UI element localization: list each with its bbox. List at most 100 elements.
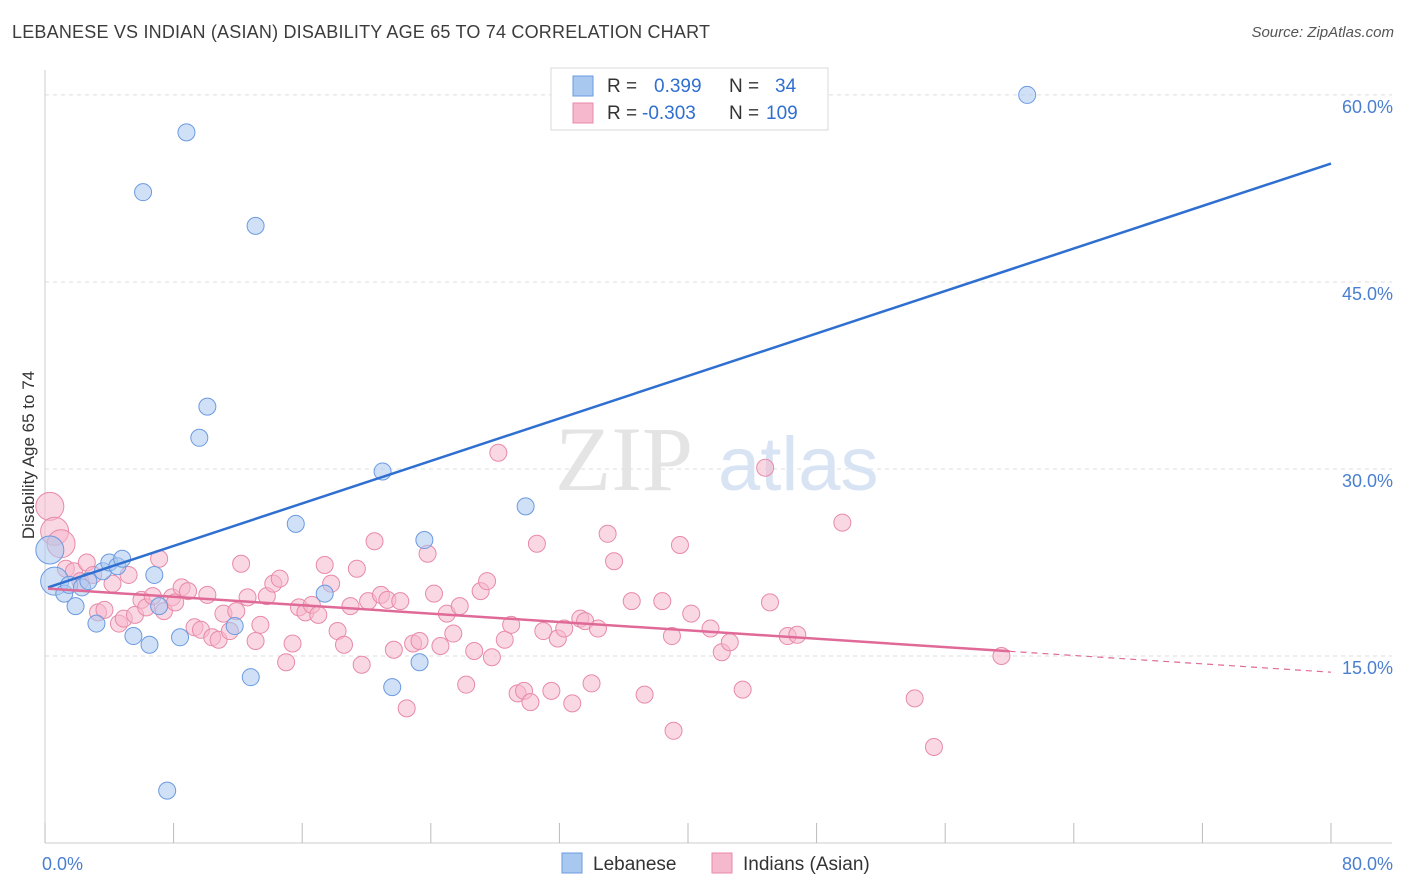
lebanese-point-19 [177,123,196,142]
legend-n-label-0: N = [729,76,759,97]
indian-point-48 [334,635,353,654]
indian-point-87 [588,619,607,638]
lebanese-point-12 [124,627,143,646]
svg-text:-0.303: -0.303 [642,103,696,124]
indian-point-57 [391,592,410,611]
legend-r-value-0: 0.399 [654,76,702,97]
lebanese-point-20 [190,428,209,447]
indian-point-44 [309,605,328,624]
indian-point-72 [489,443,508,462]
lebanese-point-22 [225,617,244,636]
indian-point-73 [495,630,514,649]
lebanese-point-0 [35,535,65,565]
legend-n-label-1: N = [729,103,759,124]
svg-text:R =: R = [607,76,637,97]
series-legend: Lebanese Indians (Asian) [561,852,870,875]
indian-point-58 [397,699,416,718]
x-tick-label-1: 80.0% [1342,854,1393,874]
indian-point-33 [238,588,257,607]
axes [44,70,1392,844]
watermark-zip: ZIP [555,408,693,510]
y-axis-label: Disability Age 65 to 74 [19,371,38,539]
indian-point-56 [384,640,403,659]
indian-point-96 [701,619,720,638]
indian-point-70 [478,572,497,591]
indian-point-38 [270,569,289,588]
svg-text:0.399: 0.399 [654,76,702,97]
svg-text:109: 109 [766,103,798,124]
lebanese-point-26 [315,584,334,603]
trend-lebanese [47,162,1332,589]
indian-point-45 [315,555,334,574]
indian-point-91 [635,685,654,704]
indian-point-105 [924,737,943,756]
lebanese-point-11 [113,549,132,568]
lebanese-point-17 [158,781,177,800]
svg-text:R =: R = [607,103,637,124]
indian-point-103 [833,513,852,532]
indian-point-49 [341,597,360,616]
indian-point-86 [582,674,601,693]
lebanese-point-14 [140,635,159,654]
indian-point-62 [425,584,444,603]
indian-point-102 [788,625,807,644]
y-tick-label-1: 30.0% [1342,471,1393,491]
indian-point-78 [527,534,546,553]
bottom-swatch-lebanese [561,852,583,874]
indian-point-51 [352,655,371,674]
indian-point-0 [35,491,65,521]
lebanese-point-7 [87,614,106,633]
indian-point-9 [95,600,114,619]
indian-point-94 [670,536,689,555]
svg-text:N =: N = [729,103,759,124]
lebanese-point-30 [415,531,434,550]
bottom-swatch-indian [711,852,733,874]
indian-point-82 [555,619,574,638]
source-label: Source: ZipAtlas.com [1251,24,1394,41]
lebanese-point-4 [66,597,85,616]
x-tick-label-0: 0.0% [42,854,83,874]
indian-point-39 [277,653,296,672]
indian-point-88 [598,524,617,543]
indian-point-80 [542,681,561,700]
indian-point-71 [482,648,501,667]
indian-point-35 [251,615,270,634]
indian-point-40 [283,634,302,653]
svg-text:N =: N = [729,76,759,97]
indian-point-89 [605,552,624,571]
indian-point-32 [232,554,251,573]
indian-point-74 [502,615,521,634]
indian-point-108 [662,627,681,646]
indian-point-53 [365,532,384,551]
indian-point-95 [682,604,701,623]
y-tick-label-0: 15.0% [1342,658,1393,678]
bottom-legend-indian: Indians (Asian) [743,854,870,875]
legend-r-label-0: R = [607,76,637,97]
watermark: ZIP atlas [555,408,879,510]
bottom-legend-lebanese: Lebanese [593,854,676,875]
indian-point-83 [563,694,582,713]
indian-point-34 [246,632,265,651]
indian-point-79 [534,622,553,641]
indian-points [35,443,1011,756]
indian-point-90 [622,592,641,611]
indian-point-67 [457,675,476,694]
indian-point-65 [444,624,463,643]
lebanese-point-13 [134,183,153,202]
y-tick-label-3: 60.0% [1342,97,1393,117]
trend-indian [47,587,1010,653]
lebanese-points [35,85,1037,800]
indian-point-60 [410,632,429,651]
y-tick-label-2: 45.0% [1342,284,1393,304]
gridlines [45,94,1392,657]
lebanese-point-24 [246,216,265,235]
tick-labels: 15.0% 30.0% 45.0% 60.0% 0.0% 80.0% [42,97,1393,874]
trend-indian-extension [1009,650,1332,673]
lebanese-point-28 [383,678,402,697]
lebanese-point-31 [516,497,535,516]
indian-point-23 [179,582,198,601]
stats-legend: R = 0.399 N = 34 R = -0.303 N = 109 [550,67,829,131]
lebanese-point-21 [198,397,217,416]
lebanese-point-6 [79,572,98,591]
